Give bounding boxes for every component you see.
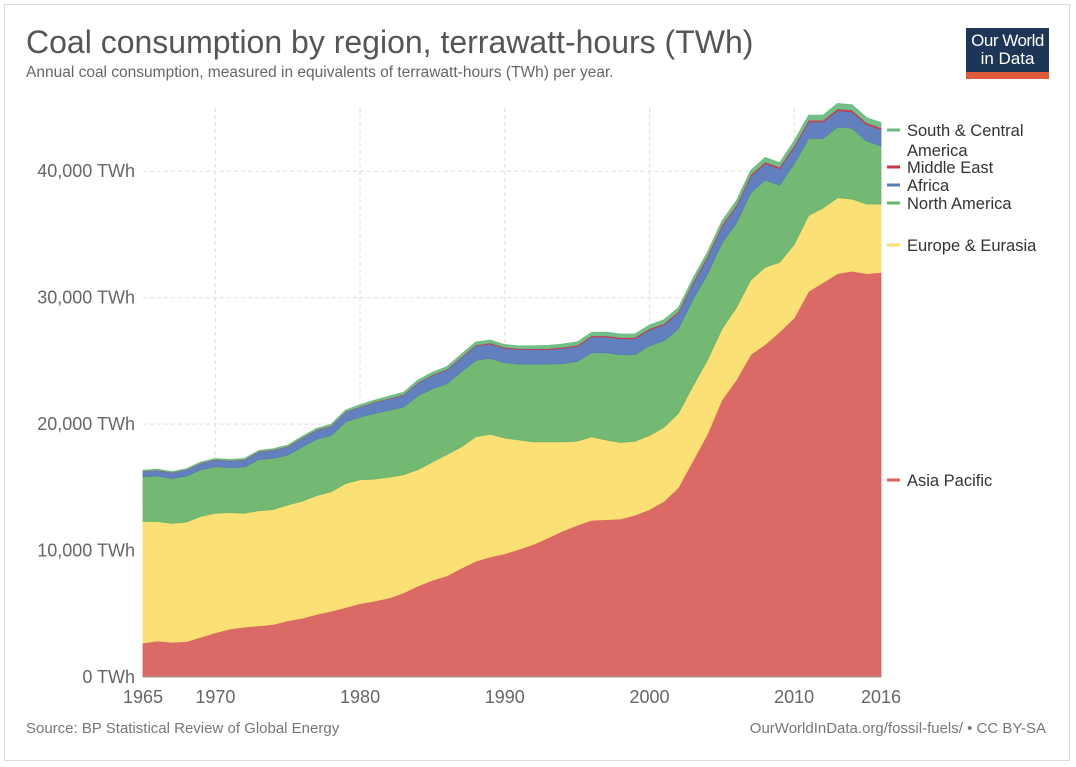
y-tick-label: 0 TWh [82,667,135,687]
x-tick-label: 1990 [485,687,525,707]
chart-title: Coal consumption by region, terrawatt-ho… [26,24,754,60]
logo-line-1: Our World [971,31,1044,50]
x-tick-label: 1970 [195,687,235,707]
logo-line-2: in Data [980,49,1035,68]
area-south-central-america [142,103,882,473]
y-tick-label: 20,000 TWh [37,414,135,434]
legend-label: North America [907,195,1012,213]
x-tick-label: 2000 [629,687,669,707]
y-tick-label: 30,000 TWh [37,288,135,308]
legend-label: Africa [907,177,950,195]
stacked-areas [142,103,882,678]
y-axis-ticks: 0 TWh 10,000 TWh 20,000 TWh 30,000 TWh 40,00… [37,161,881,687]
legend-label: Asia Pacific [907,472,992,490]
credit-link[interactable]: OurWorldInData.org/fossil-fuels/ • CC BY… [749,720,1046,737]
y-tick-label: 10,000 TWh [37,541,135,561]
logo-accent-bar [966,72,1049,79]
x-axis-ticks: 1965 1970 1980 1990 2000 2010 2016 [123,687,901,707]
chart-subtitle: Annual coal consumption, measured in equ… [26,64,614,81]
x-tick-label: 2016 [861,687,901,707]
legend-label: South & Central America [907,122,1023,160]
x-tick-label: 1980 [340,687,380,707]
x-tick-label: 1965 [123,687,163,707]
y-tick-label: 40,000 TWh [37,161,135,181]
x-tick-label: 2010 [774,687,814,707]
legend-label: Middle East [907,159,994,177]
owid-logo[interactable]: Our World in Data [966,28,1049,79]
source-note: Source: BP Statistical Review of Global … [26,720,340,737]
legend: Asia Pacific Europe & Eurasia North Americ… [887,122,1037,490]
legend-label: Europe & Eurasia [907,237,1037,255]
